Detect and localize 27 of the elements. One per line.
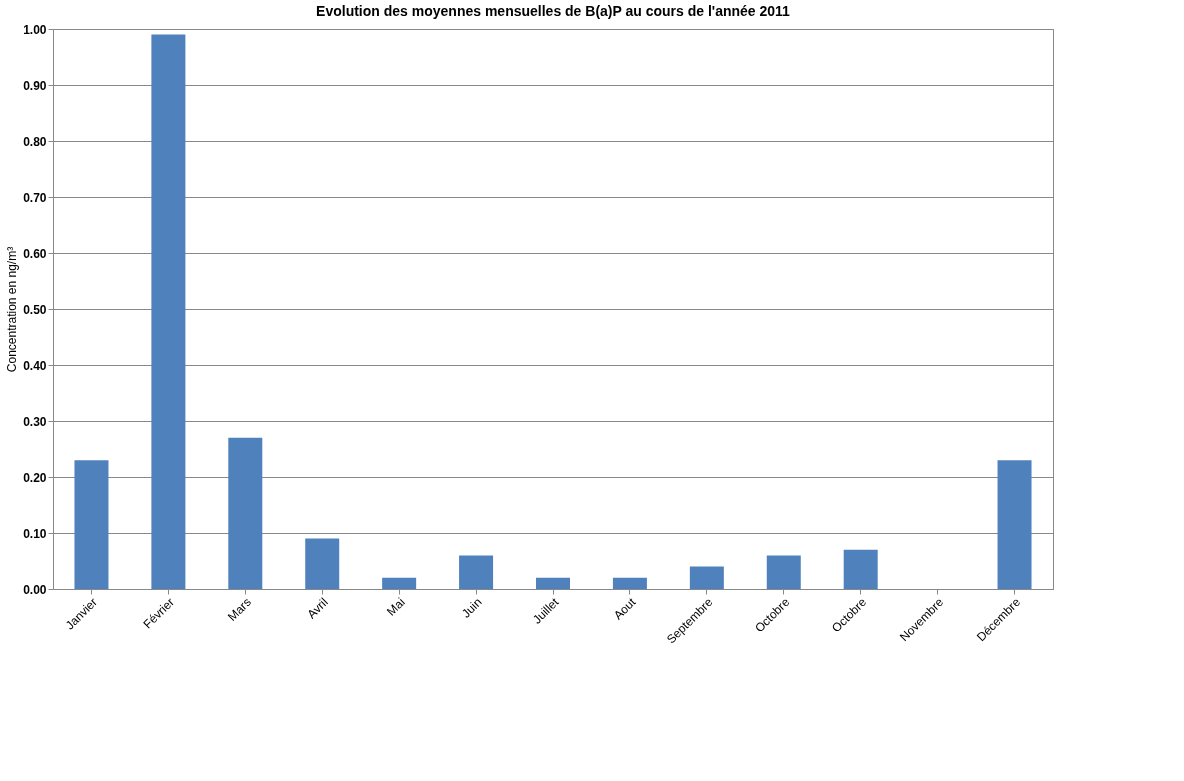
bar bbox=[536, 577, 570, 589]
y-tick-label: 0.70 bbox=[23, 190, 47, 205]
bar bbox=[997, 460, 1032, 589]
y-tick-label: 0.80 bbox=[23, 134, 47, 149]
y-tick-label: 0.30 bbox=[23, 414, 47, 429]
y-tick-label: 0.20 bbox=[23, 470, 47, 485]
bar bbox=[74, 460, 109, 589]
y-tick-label: 0.90 bbox=[23, 78, 47, 93]
bar bbox=[612, 577, 647, 589]
bar bbox=[843, 549, 878, 589]
chart-title: Evolution des moyennes mensuelles de B(a)P au cours de l'année 2011 bbox=[316, 3, 791, 19]
y-tick-label: 0.50 bbox=[23, 302, 47, 317]
x-tick-label: Mai bbox=[384, 595, 408, 619]
bar bbox=[151, 34, 186, 589]
bar bbox=[228, 437, 263, 589]
bar bbox=[382, 577, 417, 589]
y-tick-label: 0.10 bbox=[23, 526, 47, 541]
y-tick-label: 0.00 bbox=[23, 582, 47, 597]
bar bbox=[305, 538, 340, 589]
y-tick-label: 0.40 bbox=[23, 358, 47, 373]
bar bbox=[766, 555, 801, 589]
bar bbox=[459, 555, 494, 589]
bar bbox=[689, 566, 724, 589]
x-tick-label: Juin bbox=[459, 595, 485, 621]
y-axis-title: Concentration en ng/m³ bbox=[5, 246, 20, 373]
y-tick-label: 0.60 bbox=[23, 246, 47, 261]
y-tick-label: 1.00 bbox=[23, 22, 47, 37]
